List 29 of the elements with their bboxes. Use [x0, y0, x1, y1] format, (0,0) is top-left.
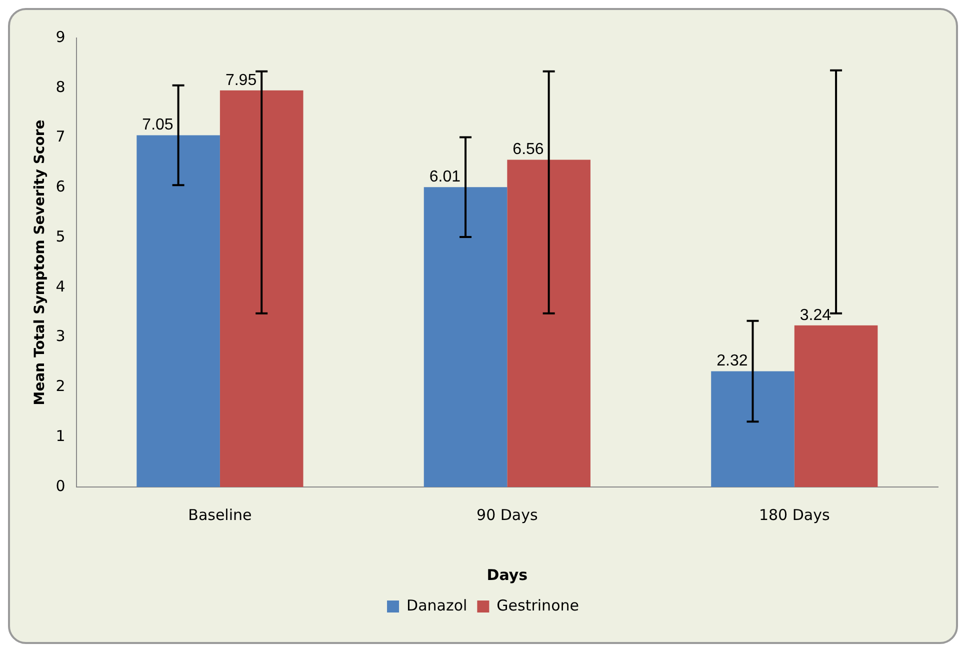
y-tick-label: 9: [56, 28, 66, 46]
y-tick-label: 3: [56, 327, 66, 346]
y-tick-label: 1: [56, 427, 66, 445]
data-label: 3.24: [800, 306, 832, 324]
bar: [424, 187, 508, 487]
y-tick-label: 7: [56, 128, 66, 146]
bar: [507, 160, 590, 487]
x-axis-title: Days: [486, 566, 528, 584]
y-tick-label: 0: [56, 476, 66, 495]
bar: [711, 371, 794, 487]
y-tick-label: 8: [56, 78, 66, 96]
data-label: 6.56: [512, 141, 544, 158]
y-tick-label: 5: [56, 227, 66, 246]
legend-label: Danazol: [406, 596, 468, 614]
bar: [136, 135, 220, 487]
x-tick-label: Baseline: [188, 506, 252, 524]
y-axis-title: Mean Total Symptom Severity Score: [32, 120, 48, 406]
data-label: 2.32: [716, 352, 748, 370]
data-label: 7.05: [142, 116, 174, 134]
y-tick-label: 4: [56, 277, 66, 296]
y-tick-label: 2: [56, 377, 66, 396]
bar: [220, 90, 304, 487]
legend-label: Gestrinone: [496, 596, 579, 614]
bar: [794, 325, 878, 487]
data-label: 7.95: [225, 72, 257, 89]
x-tick-label: 180 Days: [758, 506, 830, 524]
data-label: 6.01: [429, 168, 461, 186]
x-tick-label: 90 Days: [476, 506, 538, 524]
y-tick-label: 6: [56, 178, 66, 196]
